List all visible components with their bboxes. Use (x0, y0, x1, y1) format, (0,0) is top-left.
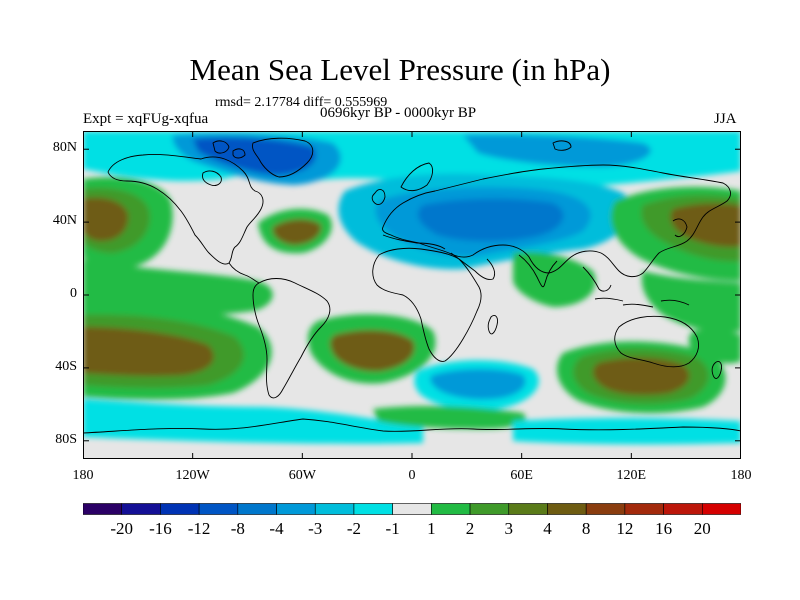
colorbar-box (83, 503, 123, 515)
colorbar-box (663, 503, 703, 515)
map-title: Mean Sea Level Pressure (in hPa) (189, 52, 611, 87)
colorbar-box (508, 503, 548, 515)
colorbar-label: -1 (385, 519, 400, 538)
colorbar-box (585, 503, 626, 515)
colorbar-box (198, 503, 239, 515)
north-pacific-high-core (83, 197, 129, 241)
colorbar-box (160, 503, 200, 515)
y-tick-label: 0 (70, 286, 77, 301)
indian-ocean-green (513, 251, 596, 307)
coast-africa (372, 247, 482, 362)
south-pacific-high-core (83, 327, 214, 376)
eurasian-low-core (418, 198, 564, 242)
west-pacific-green (641, 271, 741, 333)
greenland-low-core (193, 137, 316, 175)
period-label: 0696kyr BP - 0000kyr BP (320, 105, 477, 121)
coastlines (83, 137, 741, 434)
colorbar-label: -3 (308, 519, 323, 538)
x-tick-label: 60E (510, 468, 533, 483)
x-tick-label: 120W (175, 468, 210, 483)
coast-arabia (450, 252, 496, 280)
nw-pacific-high-core (670, 203, 741, 247)
coast-mediterranean (382, 234, 446, 250)
coast-hudson-bay (202, 170, 222, 186)
x-tick-label: 180 (730, 468, 752, 483)
colorbar-label: 1 (427, 519, 436, 538)
colorbar-box (469, 503, 510, 515)
y-tick-label: 40S (55, 358, 77, 374)
colorbar-box (431, 503, 471, 515)
colorbar-box (237, 503, 277, 515)
colorbar-box (392, 503, 432, 515)
colorbar-label: -4 (269, 519, 284, 538)
arctic-low-east (463, 134, 651, 167)
antarctic-low-west (83, 399, 423, 444)
coast-southeast-asia (582, 266, 612, 292)
colorbar-label: 20 (693, 519, 711, 538)
y-tick-label: 40N (52, 213, 77, 229)
coast-north-america (107, 154, 264, 265)
nz-green (688, 329, 741, 364)
x-tick-label: 0 (408, 468, 416, 483)
y-tick-label: 80S (55, 431, 77, 447)
experiment-label: Expt = xqFUg-xqfua (83, 111, 209, 127)
colorbar-label: 16 (655, 519, 673, 538)
coast-uk (371, 189, 386, 205)
pressure-field (83, 131, 741, 459)
colorbar-label: 8 (581, 519, 591, 538)
colorbar (83, 503, 741, 515)
axis-ticks (83, 131, 741, 459)
colorbar-boxes (83, 503, 741, 515)
azores-high-core (272, 219, 322, 245)
colorbar-box (701, 503, 741, 515)
colorbar-label: 2 (465, 519, 475, 538)
coast-india (518, 254, 558, 288)
coast-south-america (252, 278, 331, 399)
colorbar-label: -2 (346, 519, 362, 538)
season-label: JJA (714, 111, 737, 127)
colorbar-label: -16 (149, 519, 172, 538)
antarctic-low-east (513, 418, 741, 445)
colorbar-label: -8 (230, 519, 245, 538)
x-tick-label: 180 (72, 468, 94, 483)
x-tick-label: 60W (288, 468, 316, 483)
coast-central-america (228, 262, 260, 284)
stats-label: rmsd= 2.17784 diff= 0.555969 (215, 95, 388, 110)
south-atlantic-high-core (330, 330, 415, 372)
colorbar-label: -12 (187, 519, 211, 538)
colorbar-label: 3 (504, 519, 514, 538)
colorbar-box (624, 503, 664, 515)
southern-ocean-low-core (430, 369, 526, 400)
colorbar-box (353, 503, 393, 515)
antarctic-green (373, 406, 526, 429)
coast-madagascar (487, 314, 498, 335)
x-tick-label: 120E (616, 468, 647, 483)
y-tick-label: 80N (52, 140, 77, 156)
coast-australia (614, 315, 700, 368)
colorbar-box (121, 503, 161, 515)
colorbar-label: 4 (543, 519, 552, 538)
coast-indonesia (594, 297, 690, 308)
colorbar-label: 12 (616, 519, 634, 538)
coast-japan (672, 218, 688, 238)
colorbar-box (276, 503, 316, 515)
coast-antarctica (83, 418, 741, 434)
colorbar-label: -20 (110, 519, 134, 538)
colorbar-box (314, 503, 355, 515)
map-panel (83, 131, 741, 459)
colorbar-box (547, 503, 587, 515)
south-indian-high-core (593, 357, 690, 395)
coast-scandinavia (400, 162, 434, 192)
coast-greenland (252, 137, 314, 178)
coast-arctic-islands (212, 140, 572, 159)
coast-eurasia (382, 164, 731, 278)
coast-new-zealand (711, 360, 722, 379)
